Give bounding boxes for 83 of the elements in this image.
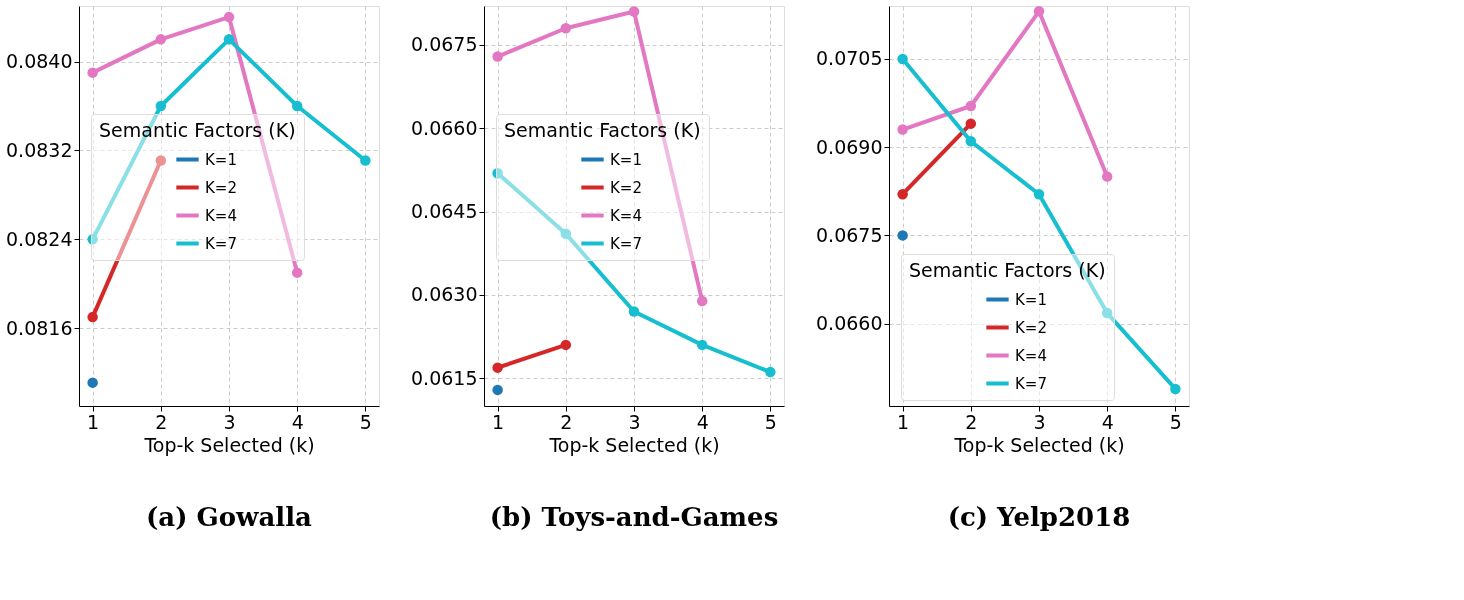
- point: [492, 167, 503, 179]
- point: [87, 311, 98, 323]
- legend-label: K=4: [205, 206, 237, 225]
- y-tick-label: 0.0675: [411, 33, 478, 56]
- legend-label: K=4: [1015, 346, 1047, 365]
- x-tick-label: 1: [897, 410, 910, 433]
- point: [628, 6, 640, 17]
- point: [765, 366, 776, 378]
- point: [223, 34, 235, 45]
- legend-label: K=7: [610, 234, 642, 253]
- y-tick-label: 0.0615: [411, 366, 478, 389]
- point: [897, 53, 908, 65]
- legend-label: K=1: [205, 150, 237, 169]
- y-tick-label: 0.0832: [6, 138, 73, 161]
- text: (c) Yelp2018: [947, 502, 1131, 532]
- y-tick-label: 0.0645: [411, 200, 478, 223]
- legend-label: K=1: [1015, 290, 1047, 309]
- point: [155, 100, 167, 112]
- legend-label: K=4: [610, 206, 642, 225]
- point: [155, 34, 167, 45]
- x-tick-label: 2: [155, 410, 168, 433]
- x-tick-label: 5: [1169, 410, 1182, 433]
- y-tick-label: 0.0660: [816, 312, 883, 335]
- legend-label: K=2: [610, 178, 642, 197]
- x-tick-label: 4: [696, 410, 709, 433]
- legend-title: Semantic Factors (K): [504, 119, 701, 141]
- y-tick-label: 0.0824: [6, 227, 73, 250]
- point: [1101, 307, 1113, 319]
- point: [696, 339, 708, 351]
- y-tick-label: 0.0840: [6, 50, 73, 73]
- legend-label: K=2: [205, 178, 237, 197]
- point: [360, 155, 371, 166]
- legend-label: K=1: [610, 150, 642, 169]
- legend-label: K=7: [1015, 374, 1047, 393]
- point: [560, 228, 572, 240]
- y-tick-label: 0.0690: [816, 135, 883, 158]
- point: [87, 67, 98, 78]
- x-tick-label: 1: [87, 410, 100, 433]
- point: [492, 384, 503, 396]
- point: [291, 267, 303, 278]
- y-tick-label: 0.0630: [411, 283, 478, 306]
- point: [965, 100, 977, 112]
- y-tick-label: 0.0660: [411, 116, 478, 139]
- point: [560, 339, 572, 351]
- point: [897, 124, 908, 135]
- point: [1033, 189, 1045, 200]
- point: [897, 189, 908, 200]
- x-axis-title: Top-k Selected (k): [143, 433, 315, 456]
- x-tick-label: 4: [291, 410, 304, 433]
- x-tick-label: 5: [764, 410, 777, 433]
- x-tick-label: 2: [965, 410, 978, 433]
- y-tick-label: 0.0675: [816, 223, 883, 246]
- point: [1101, 171, 1113, 182]
- point: [628, 306, 640, 317]
- point: [965, 118, 977, 129]
- point: [291, 100, 303, 112]
- y-tick-label: 0.0816: [6, 316, 73, 339]
- x-tick-label: 3: [628, 410, 641, 433]
- y-tick-label: 0.0705: [816, 47, 883, 70]
- point: [1170, 383, 1181, 395]
- x-tick-label: 3: [1033, 410, 1046, 433]
- legend-label: K=2: [1015, 318, 1047, 337]
- text: (b) Toys-and-Games: [489, 502, 779, 532]
- text: (a) Gowalla: [146, 502, 313, 532]
- x-tick-label: 2: [560, 410, 573, 433]
- x-axis-title: Top-k Selected (k): [953, 433, 1125, 456]
- x-tick-label: 3: [223, 410, 236, 433]
- point: [492, 51, 503, 62]
- point: [560, 22, 572, 34]
- x-axis-title: Top-k Selected (k): [548, 433, 720, 456]
- legend-title: Semantic Factors (K): [909, 259, 1106, 281]
- point: [87, 234, 98, 245]
- x-tick-label: 4: [1101, 410, 1114, 433]
- point: [696, 295, 708, 307]
- x-tick-label: 1: [492, 410, 505, 433]
- x-tick-label: 5: [359, 410, 372, 433]
- point: [155, 155, 167, 166]
- legend-label: K=7: [205, 234, 237, 253]
- point: [1033, 6, 1045, 17]
- point: [223, 11, 235, 23]
- point: [492, 362, 503, 373]
- legend-title: Semantic Factors (K): [99, 119, 296, 141]
- point: [965, 136, 977, 147]
